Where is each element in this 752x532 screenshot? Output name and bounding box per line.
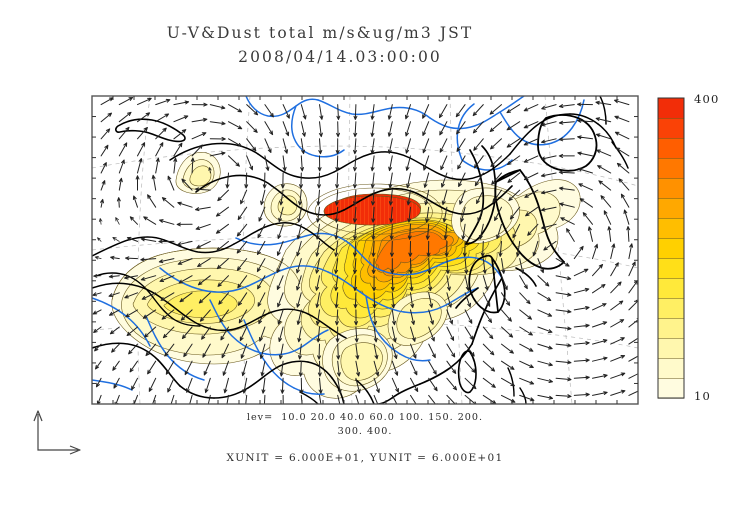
dust-contour-fills (111, 152, 581, 399)
lev-line-1: lev= 10.0 20.0 40.0 60.0 100. 150. 200. (246, 412, 484, 423)
contour-level-legend: lev= 10.0 20.0 40.0 60.0 100. 150. 200. … (92, 412, 638, 437)
coastlines-and-borders (92, 96, 629, 404)
lev-line-2: 300. 400. (337, 426, 393, 437)
colorbar (657, 97, 685, 399)
axis-unit-caption: XUNIT = 6.000E+01, YUNIT = 6.000E+01 (226, 452, 504, 464)
colorbar-max-label: 400 (694, 92, 720, 106)
page-title: U-V&Dust total m/s&ug/m3 JST (166, 24, 474, 42)
vector-scale-axes (33, 410, 81, 455)
wind-vector-field (92, 97, 638, 404)
chart-title-block: U-V&Dust total m/s&ug/m3 JST 2008/04/14.… (0, 24, 640, 66)
frame-ticks (92, 96, 638, 404)
chart-valid-time: 2008/04/14.03:00:00 (238, 48, 442, 66)
colorbar-min-label: 10 (694, 389, 712, 403)
